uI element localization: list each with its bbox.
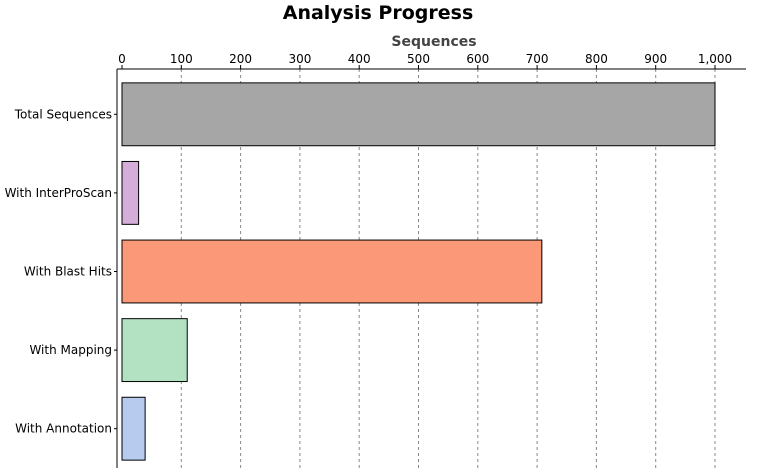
chart-title: Analysis Progress xyxy=(283,2,474,24)
x-tick-label: 0 xyxy=(118,52,126,66)
bar-with-mapping xyxy=(121,318,188,383)
x-tick-label: 700 xyxy=(526,52,549,66)
x-tick-label: 400 xyxy=(348,52,371,66)
x-tick-label: 300 xyxy=(288,52,311,66)
category-label: With InterProScan xyxy=(5,186,112,200)
category-label: With Blast Hits xyxy=(24,265,112,279)
category-labels: Total Sequences With InterProScan With Bla… xyxy=(5,107,117,436)
x-ticks: 0 100 200 300 400 500 600 700 800 900 1,000 xyxy=(118,52,732,69)
bar-with-blast-hits xyxy=(121,239,543,304)
bar-with-interproscan xyxy=(121,160,140,225)
x-tick-label: 600 xyxy=(466,52,489,66)
x-axis-title: Sequences xyxy=(391,34,476,50)
category-label: With Annotation xyxy=(15,422,112,436)
x-tick-label: 200 xyxy=(229,52,252,66)
x-tick-label: 900 xyxy=(644,52,667,66)
category-label: With Mapping xyxy=(29,343,112,357)
axes xyxy=(116,68,746,468)
bar-total-sequences xyxy=(121,82,716,147)
category-label: Total Sequences xyxy=(14,107,112,121)
x-tick-label: 1,000 xyxy=(698,52,732,66)
bars xyxy=(121,82,716,461)
x-tick-label: 100 xyxy=(170,52,193,66)
bar-with-annotation xyxy=(121,396,146,461)
x-tick-label: 500 xyxy=(407,52,430,66)
x-tick-label: 800 xyxy=(585,52,608,66)
